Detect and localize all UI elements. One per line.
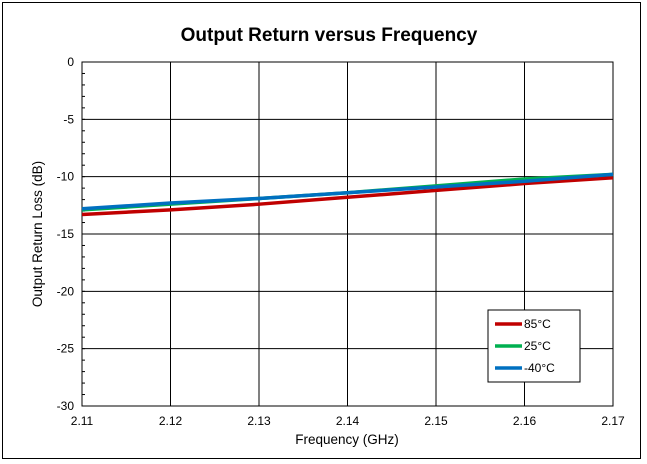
y-tick-labels: 0 -5 -10 -15 -20 -25 -30 xyxy=(57,55,75,413)
x-tick-label: 2.12 xyxy=(159,414,183,428)
y-tick-label: -15 xyxy=(57,227,75,241)
chart-frame: Output Return versus Frequency 2.11 2.12 2… xyxy=(2,2,641,459)
x-tick-label: 2.13 xyxy=(247,414,271,428)
y-tick-label: -25 xyxy=(57,342,75,356)
x-tick-label: 2.17 xyxy=(601,414,625,428)
x-tick-label: 2.15 xyxy=(424,414,448,428)
x-tick-label: 2.14 xyxy=(336,414,360,428)
chart-svg: Output Return versus Frequency 2.11 2.12 2… xyxy=(30,25,625,447)
y-tick-label: -10 xyxy=(57,170,75,184)
legend-items: 85°C 25°C -40°C xyxy=(495,317,555,375)
y-tick-label: -5 xyxy=(63,112,74,126)
legend-label: 85°C xyxy=(524,317,551,331)
x-tick-labels: 2.11 2.12 2.13 2.14 2.15 2.16 2.17 xyxy=(71,414,625,428)
y-tick-label: -20 xyxy=(57,284,75,298)
y-tick-label: 0 xyxy=(67,55,74,69)
legend-label: 25°C xyxy=(524,339,551,353)
chart-title: Output Return versus Frequency xyxy=(181,25,478,46)
series-line xyxy=(81,172,614,211)
y-minor-ticks xyxy=(82,61,85,407)
legend: 85°C 25°C -40°C xyxy=(487,309,581,383)
y-tick-label: -30 xyxy=(57,399,75,413)
x-tick-label: 2.16 xyxy=(513,414,537,428)
x-tick-label: 2.11 xyxy=(71,414,94,428)
legend-label: -40°C xyxy=(524,361,555,375)
series-lines xyxy=(81,172,614,217)
series-line xyxy=(81,176,614,217)
grid-lines xyxy=(82,62,613,406)
x-axis-label: Frequency (GHz) xyxy=(295,432,399,447)
y-axis-label: Output Return Loss (dB) xyxy=(30,161,45,307)
